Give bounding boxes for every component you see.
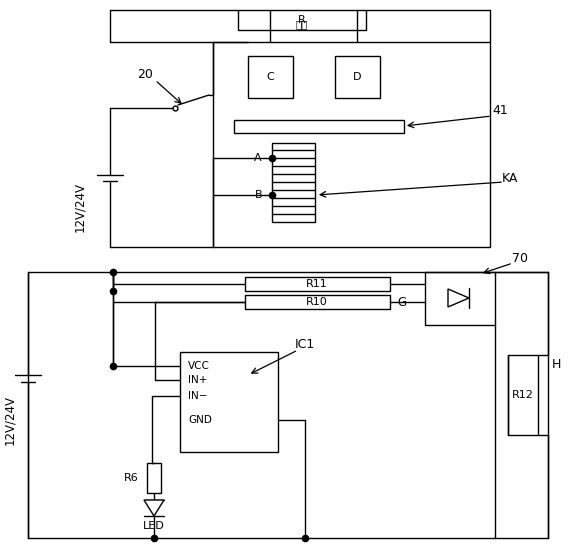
Bar	[425, 272, 495, 325]
Text: LED: LED	[143, 521, 165, 531]
Bar	[213, 42, 490, 247]
Text: 负载: 负载	[296, 19, 308, 29]
Polygon shape	[448, 289, 469, 307]
Text: R12: R12	[512, 390, 534, 400]
Text: D: D	[353, 72, 361, 82]
Text: IN+: IN+	[188, 375, 207, 385]
Text: R10: R10	[306, 297, 328, 307]
Text: B: B	[254, 190, 262, 200]
Bar	[248, 56, 293, 98]
Bar	[234, 120, 404, 133]
Text: IN−: IN−	[188, 391, 207, 401]
Bar	[238, 10, 366, 30]
Bar	[335, 56, 380, 98]
Bar	[147, 463, 161, 493]
Text: R6: R6	[124, 473, 139, 483]
Text: A: A	[254, 153, 262, 163]
Bar	[508, 355, 538, 435]
Text: H: H	[551, 359, 561, 371]
Bar	[245, 277, 390, 291]
Text: GND: GND	[188, 415, 212, 425]
Text: VCC: VCC	[188, 361, 210, 371]
Text: KA: KA	[502, 171, 518, 185]
Text: R: R	[298, 15, 306, 25]
Text: 70: 70	[512, 252, 528, 264]
Text: 20: 20	[137, 68, 153, 81]
Text: C: C	[266, 72, 274, 82]
Text: 12V/24V: 12V/24V	[73, 182, 87, 232]
Text: R11: R11	[306, 279, 328, 289]
Bar	[272, 143, 315, 222]
Text: 41: 41	[492, 104, 508, 116]
Text: 12V/24V: 12V/24V	[3, 395, 17, 445]
Polygon shape	[144, 500, 164, 516]
Text: IC1: IC1	[295, 339, 315, 352]
Text: G: G	[397, 295, 406, 308]
Bar	[245, 295, 390, 309]
Bar	[180, 352, 278, 452]
